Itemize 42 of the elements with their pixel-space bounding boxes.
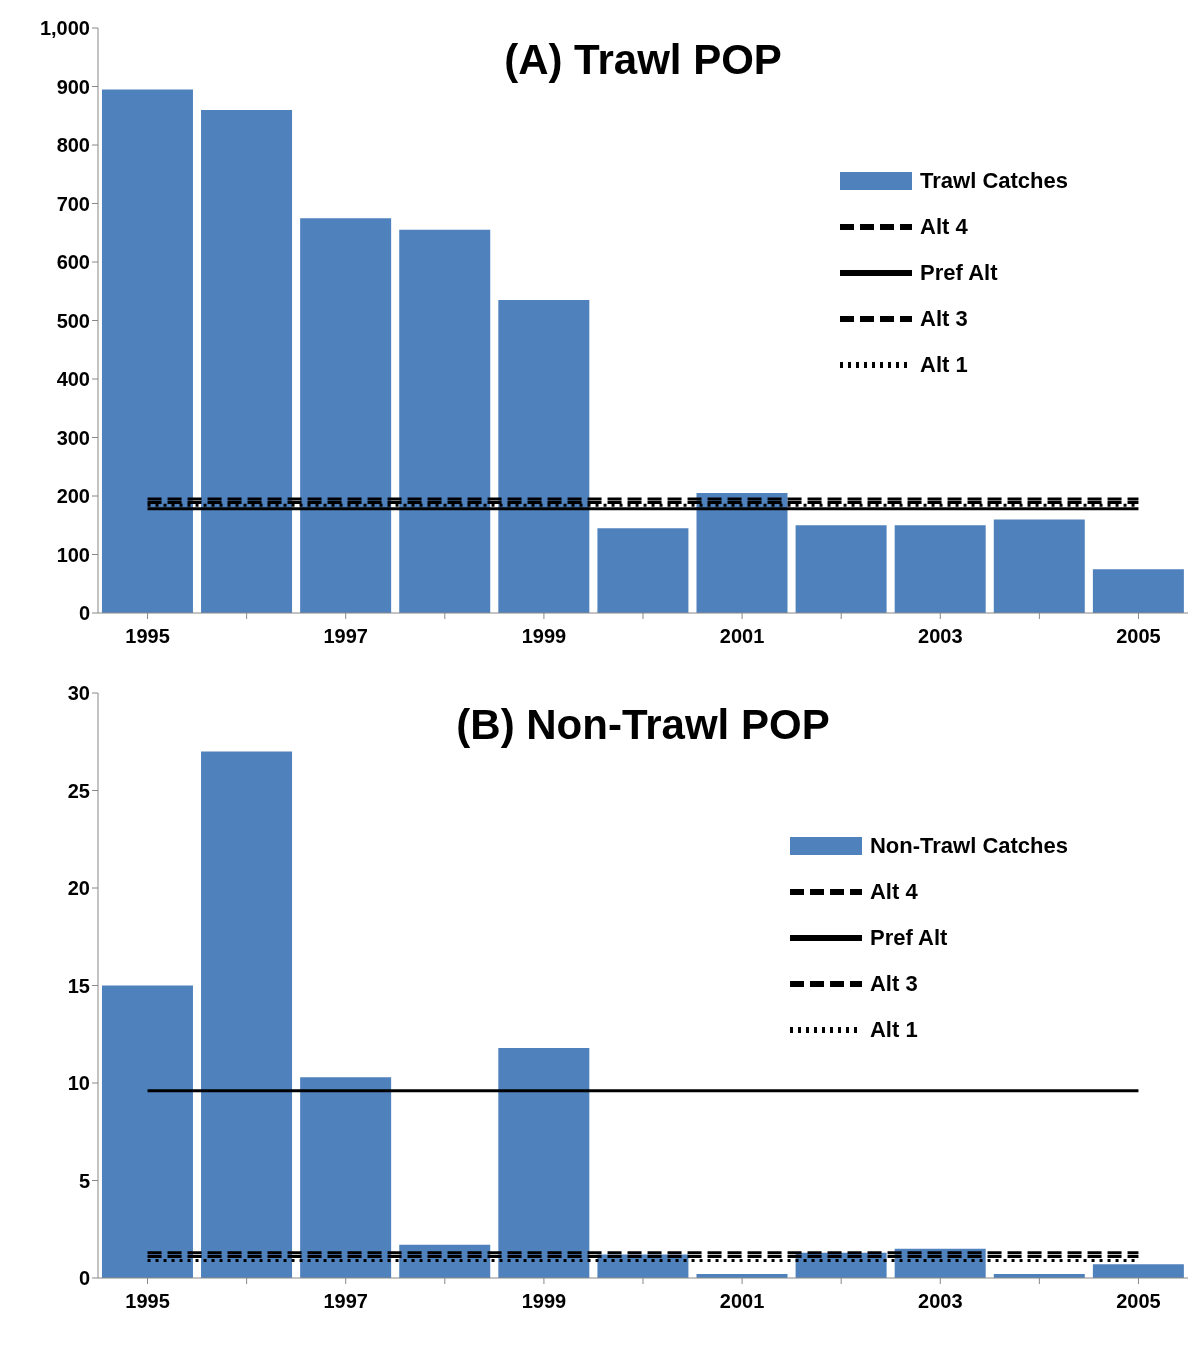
y-tick-label: 15 — [67, 974, 90, 997]
legend-label: Alt 1 — [869, 1017, 918, 1043]
x-tick-label: 2001 — [719, 625, 765, 648]
legend-label: Non-Trawl Catches — [869, 833, 1068, 859]
y-tick-label: 5 — [78, 1169, 90, 1192]
y-tick-label: 25 — [67, 779, 90, 802]
y-tick-label: 900 — [56, 75, 90, 98]
y-tick-label: 0 — [78, 602, 90, 625]
legend-label: Alt 4 — [869, 879, 918, 905]
legend-label: Alt 1 — [920, 352, 968, 378]
y-tick-label: 800 — [56, 134, 90, 157]
legend-label: Alt 3 — [869, 971, 918, 997]
x-tick-label: 1995 — [125, 1290, 170, 1313]
y-tick-label: 200 — [56, 485, 90, 508]
x-tick-label: 1999 — [521, 1290, 567, 1313]
legend-label: Pref Alt — [920, 260, 998, 286]
x-tick-label: 2005 — [1116, 1290, 1161, 1313]
chart-title: (B) Non-Trawl POP — [455, 701, 831, 749]
y-tick-label: 100 — [56, 543, 90, 566]
x-tick-label: 2005 — [1116, 625, 1161, 648]
legend-label: Trawl Catches — [920, 168, 1068, 194]
x-tick-label: 1995 — [125, 625, 170, 648]
y-tick-label: 600 — [56, 251, 90, 274]
x-tick-label: 1997 — [323, 625, 368, 648]
y-tick-label: 20 — [67, 877, 90, 900]
y-tick-label: 10 — [67, 1072, 90, 1095]
y-tick-label: 400 — [56, 368, 90, 391]
x-tick-label: 2003 — [918, 625, 963, 648]
y-tick-label: 700 — [56, 192, 90, 215]
y-tick-label: 1,000 — [39, 17, 90, 40]
legend-label: Pref Alt — [869, 925, 948, 951]
legend-label: Alt 3 — [920, 306, 968, 332]
y-tick-label: 300 — [56, 426, 90, 449]
x-tick-label: 2001 — [719, 1290, 765, 1313]
x-tick-label: 1999 — [521, 625, 567, 648]
y-tick-label: 0 — [78, 1267, 90, 1290]
legend-label: Alt 4 — [920, 214, 968, 240]
y-tick-label: 30 — [67, 682, 90, 705]
y-tick-label: 500 — [56, 309, 90, 332]
chart-title: (A) Trawl POP — [503, 36, 783, 84]
x-tick-label: 1997 — [323, 1290, 368, 1313]
x-tick-label: 2003 — [918, 1290, 963, 1313]
